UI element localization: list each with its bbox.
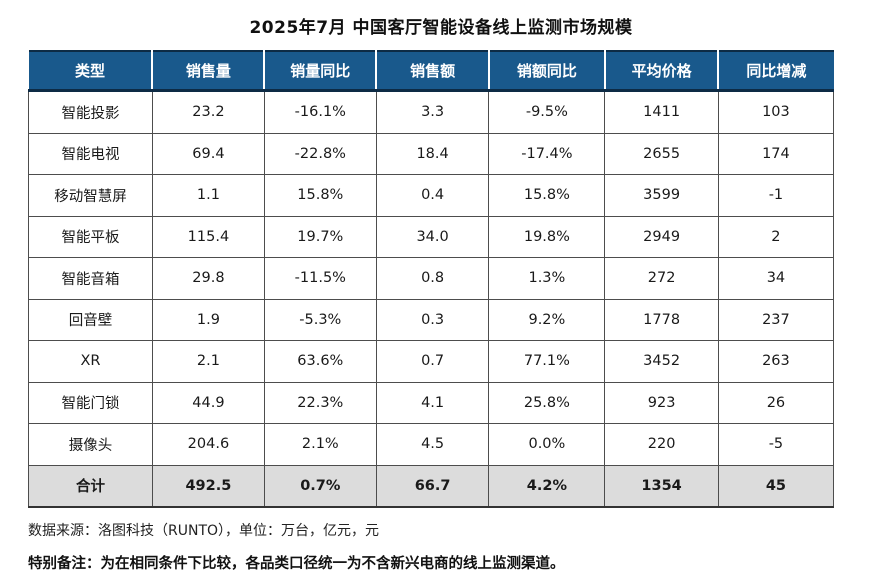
value-cell: 3.3 — [375, 90, 490, 134]
value-cell: 103 — [717, 90, 835, 134]
value-cell: 1.1 — [151, 174, 265, 217]
table-row: 智能音箱 29.8 -11.5% 0.8 1.3% 272 34 — [28, 257, 835, 300]
value-cell: 0.7% — [263, 464, 377, 508]
value-cell: 15.8% — [488, 174, 606, 217]
value-cell: -16.1% — [263, 90, 377, 134]
data-source-line: 数据来源：洛图科技（RUNTO），单位：万台，亿元，元 — [28, 523, 380, 539]
value-cell: 77.1% — [488, 340, 606, 383]
value-cell: 69.4 — [151, 132, 265, 175]
category-cell: 摄像头 — [28, 423, 153, 466]
value-cell: 1.9 — [151, 298, 265, 341]
column-header: 销售额 — [375, 51, 489, 91]
value-cell: 0.3 — [375, 298, 490, 341]
value-cell: 34 — [717, 257, 835, 300]
footer: 数据来源：洛图科技（RUNTO），单位：万台，亿元，元 特别备注：为在相同条件下… — [28, 520, 882, 573]
category-cell: 智能电视 — [28, 132, 153, 175]
table-row: 回音壁 1.9 -5.3% 0.3 9.2% 1778 237 — [28, 298, 835, 341]
value-cell: 2655 — [604, 132, 719, 175]
value-cell: 4.2% — [488, 464, 606, 508]
value-cell: 19.8% — [488, 215, 606, 258]
category-cell: 合计 — [28, 464, 153, 508]
column-header: 平均价格 — [603, 51, 719, 91]
value-cell: 174 — [717, 132, 835, 175]
category-cell: 回音壁 — [28, 298, 153, 341]
value-cell: 204.6 — [151, 423, 265, 466]
table-row: 移动智慧屏 1.1 15.8% 0.4 15.8% 3599 -1 — [28, 174, 835, 217]
value-cell: 2.1 — [151, 340, 265, 383]
table-row: 智能门锁 44.9 22.3% 4.1 25.8% 923 26 — [28, 381, 835, 424]
value-cell: 3599 — [604, 174, 719, 217]
table-row: 智能电视 69.4 -22.8% 18.4 -17.4% 2655 174 — [28, 132, 835, 175]
value-cell: 34.0 — [375, 215, 490, 258]
category-cell: 智能平板 — [28, 215, 153, 258]
value-cell: 115.4 — [151, 215, 265, 258]
value-cell: 22.3% — [263, 381, 377, 424]
value-cell: 44.9 — [151, 381, 265, 424]
value-cell: -17.4% — [488, 132, 606, 175]
value-cell: 2949 — [604, 215, 719, 258]
value-cell: -9.5% — [488, 90, 606, 134]
value-cell: 0.0% — [488, 423, 606, 466]
table-header: 类型 销售量 销量同比 销售额 销额同比 平均价格 同比增减 — [28, 51, 834, 91]
category-cell: 智能投影 — [28, 90, 153, 134]
value-cell: 45 — [717, 464, 835, 508]
value-cell: 0.7 — [375, 340, 490, 383]
special-note-line: 特别备注：为在相同条件下比较，各品类口径统一为不含新兴电商的线上监测渠道。 — [28, 556, 565, 572]
value-cell: -5.3% — [263, 298, 377, 341]
column-header: 同比增减 — [717, 51, 834, 91]
table-row: 智能投影 23.2 -16.1% 3.3 -9.5% 1411 103 — [28, 90, 835, 134]
value-cell: 23.2 — [151, 90, 265, 134]
value-cell: 492.5 — [151, 464, 265, 508]
value-cell: 237 — [717, 298, 835, 341]
page-title: 2025年7月 中国客厅智能设备线上监测市场规模 — [249, 18, 633, 38]
value-cell: 9.2% — [488, 298, 606, 341]
value-cell: 0.8 — [375, 257, 490, 300]
value-cell: 1778 — [604, 298, 719, 341]
value-cell: -5 — [717, 423, 835, 466]
value-cell: 220 — [604, 423, 719, 466]
value-cell: 15.8% — [263, 174, 377, 217]
value-cell: -22.8% — [263, 132, 377, 175]
value-cell: 4.5 — [375, 423, 490, 466]
total-row: 合计 492.5 0.7% 66.7 4.2% 1354 45 — [28, 464, 835, 508]
column-header: 类型 — [74, 62, 105, 80]
value-cell: 66.7 — [375, 464, 490, 508]
value-cell: 263 — [717, 340, 835, 383]
value-cell: -11.5% — [263, 257, 377, 300]
value-cell: 1.3% — [488, 257, 606, 300]
table-row: 摄像头 204.6 2.1% 4.5 0.0% 220 -5 — [28, 423, 835, 466]
value-cell: 923 — [604, 381, 719, 424]
value-cell: 0.4 — [375, 174, 490, 217]
value-cell: 26 — [717, 381, 835, 424]
value-cell: 2.1% — [263, 423, 377, 466]
table-body: 智能投影 23.2 -16.1% 3.3 -9.5% 1411 103 智能电视 69.4 -22… — [28, 90, 835, 508]
value-cell: 4.1 — [375, 381, 490, 424]
value-cell: 2 — [717, 215, 835, 258]
table-header-row: 类型 销售量 销量同比 销售额 销额同比 平均价格 同比增减 — [28, 51, 834, 91]
category-cell: 移动智慧屏 — [28, 174, 153, 217]
category-cell: 智能音箱 — [28, 257, 153, 300]
category-cell: 智能门锁 — [28, 381, 153, 424]
value-cell: 25.8% — [488, 381, 606, 424]
column-header: 销售量 — [151, 51, 265, 91]
value-cell: 3452 — [604, 340, 719, 383]
value-cell: 63.6% — [263, 340, 377, 383]
value-cell: 1411 — [604, 90, 719, 134]
column-header: 销额同比 — [487, 51, 605, 91]
value-cell: 1354 — [604, 464, 719, 508]
value-cell: -1 — [717, 174, 835, 217]
value-cell: 272 — [604, 257, 719, 300]
table-row: 智能平板 115.4 19.7% 34.0 19.8% 2949 2 — [28, 215, 835, 258]
value-cell: 18.4 — [375, 132, 490, 175]
market-data-table: 类型 销售量 销量同比 销售额 销额同比 平均价格 同比增减 智能投影 23.2 -16.1% 3… — [28, 50, 835, 508]
category-cell: XR — [28, 340, 153, 383]
value-cell: 19.7% — [263, 215, 377, 258]
column-header: 销量同比 — [263, 51, 377, 91]
table-row: XR 2.1 63.6% 0.7 77.1% 3452 263 — [28, 340, 835, 383]
value-cell: 29.8 — [151, 257, 265, 300]
